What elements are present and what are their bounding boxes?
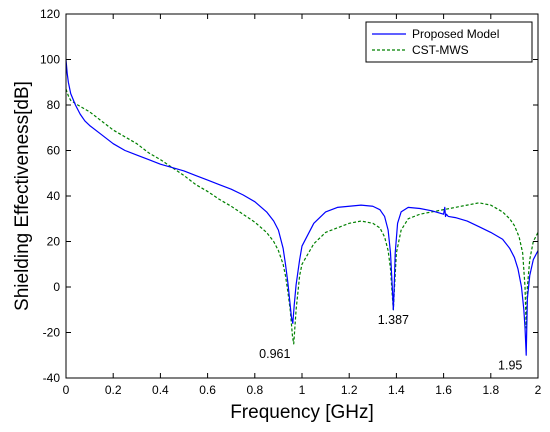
y-tick-label: -40: [43, 371, 61, 385]
y-tick-label: -20: [43, 326, 61, 340]
x-tick-label: 1.2: [341, 383, 358, 397]
y-tick-label: 0: [53, 280, 60, 294]
y-tick-label: 120: [40, 7, 60, 21]
y-tick-label: 20: [47, 235, 61, 249]
annotation-label: 1.95: [498, 358, 522, 372]
x-axis-ticks: 0 0.2 0.4 0.6 0.8 1 1.2 1.4 1.6 1.8 2: [63, 14, 542, 397]
x-tick-label: 1: [299, 383, 306, 397]
x-axis-title: Frequency [GHz]: [230, 402, 374, 423]
series-line-cst-mws: [66, 88, 538, 345]
x-tick-label: 0: [63, 383, 70, 397]
x-tick-label: 0.8: [246, 383, 263, 397]
x-tick-label: 0.6: [199, 383, 216, 397]
x-tick-label: 1.8: [482, 383, 499, 397]
x-tick-label: 2: [535, 383, 542, 397]
annotation-label: 1.387: [378, 313, 409, 327]
series-line-proposed-model: [66, 59, 538, 356]
legend-label: CST-MWS: [412, 43, 469, 57]
x-tick-label: 0.4: [152, 383, 169, 397]
legend: Proposed Model CST-MWS: [365, 21, 533, 63]
annotations-layer: 0.961 1.387 1.95: [259, 313, 522, 373]
y-tick-label: 40: [47, 189, 61, 203]
plot-area: [66, 14, 538, 378]
y-tick-label: 60: [47, 144, 61, 158]
series-layer: [66, 59, 538, 356]
x-tick-label: 1.4: [388, 383, 405, 397]
x-tick-label: 0.2: [105, 383, 122, 397]
y-tick-label: 80: [47, 98, 61, 112]
annotation-label: 0.961: [259, 347, 290, 361]
y-axis-ticks: -40 -20 0 20 40 60 80 100 120: [40, 7, 538, 385]
legend-label: Proposed Model: [412, 27, 499, 41]
y-axis-title: Shielding Effectiveness[dB]: [12, 81, 33, 311]
y-tick-label: 100: [40, 53, 60, 67]
x-tick-label: 1.6: [435, 383, 452, 397]
legend-box: [365, 21, 533, 63]
